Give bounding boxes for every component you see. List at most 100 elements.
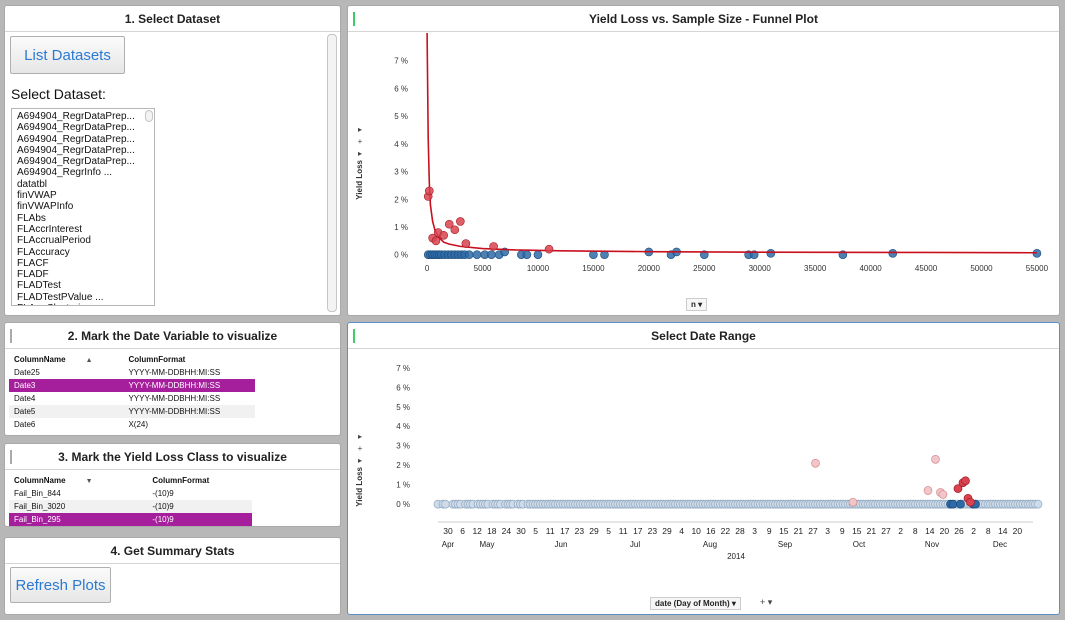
dataset-list-item[interactable]: A694904_RegrInfo ... bbox=[17, 167, 113, 179]
x-tick-label: 2 bbox=[971, 526, 976, 536]
date-range-chart[interactable]: 0 %1 %2 %3 %4 %5 %6 %7 %30 6 12 18 24 30 5 11 17… bbox=[348, 350, 1059, 570]
month-label: Aug bbox=[703, 540, 717, 549]
x-tick-label: 21 bbox=[794, 526, 804, 536]
column-name-cell[interactable]: Date4 bbox=[14, 394, 36, 403]
yield-loss-class-table[interactable]: ColumnName ▼ ColumnFormat Fail_Bin_844 -(1… bbox=[9, 474, 252, 526]
refresh-plots-button[interactable]: Refresh Plots bbox=[10, 567, 111, 603]
column-format-cell[interactable]: -(10)9 bbox=[147, 513, 252, 526]
date-variable-table[interactable]: ColumnName ▲ ColumnFormat Date25 YYYY-MM-D… bbox=[9, 353, 255, 431]
listbox-scroll-thumb[interactable] bbox=[145, 110, 153, 122]
data-point[interactable] bbox=[848, 497, 858, 507]
funnel-chart[interactable]: 0 % 1 % 2 % 3 % 4 % 5 % 6 % 7 % 0 5000 10000 15000 2… bbox=[348, 33, 1059, 283]
column-format-cell[interactable]: X(24) bbox=[128, 420, 148, 429]
table-row[interactable]: Date5 YYYY-MM-DDBHH:MI:SS bbox=[9, 405, 255, 418]
table-row[interactable]: Fail_Bin_3020 -(10)9 bbox=[9, 500, 252, 513]
dataset-list-item[interactable]: finVWAPInfo bbox=[17, 201, 74, 213]
column-format-cell[interactable]: -(10)9 bbox=[147, 500, 252, 513]
data-point[interactable] bbox=[956, 499, 965, 509]
data-point[interactable] bbox=[966, 497, 975, 507]
data-point[interactable] bbox=[461, 239, 471, 248]
x-axis-selector[interactable]: date (Day of Month) ▾ bbox=[650, 597, 741, 610]
data-point[interactable] bbox=[1033, 499, 1043, 509]
x-axis-selector[interactable]: n ▾ bbox=[686, 298, 708, 311]
column-header-name[interactable]: ColumnName ▼ bbox=[14, 476, 93, 485]
axis-tools: ▸ + ▸ Yield Loss bbox=[354, 431, 366, 507]
dataset-list-item[interactable]: FLAccrInterest bbox=[17, 223, 83, 235]
plus-icon[interactable]: + bbox=[357, 137, 363, 146]
column-name-cell[interactable]: Date25 bbox=[14, 368, 40, 377]
data-point[interactable] bbox=[472, 250, 482, 259]
data-point[interactable] bbox=[456, 217, 465, 226]
data-point[interactable] bbox=[931, 455, 940, 464]
data-point[interactable] bbox=[961, 476, 970, 486]
dataset-list-item[interactable]: FLADTest bbox=[17, 280, 61, 292]
data-point[interactable] bbox=[923, 486, 933, 495]
dataset-list-item[interactable]: A694904_RegrDataPrep... bbox=[17, 111, 135, 122]
dataset-list-item[interactable]: FLAccrualPeriod bbox=[17, 235, 91, 247]
column-header-format[interactable]: ColumnFormat bbox=[152, 476, 210, 485]
dataset-list-item[interactable]: FLADF bbox=[17, 269, 49, 281]
expand-icon[interactable]: ▸ bbox=[357, 432, 362, 441]
dataset-list-item[interactable]: FLAggClustering ... bbox=[12, 303, 154, 305]
panel-scrollbar[interactable] bbox=[327, 34, 337, 312]
dataset-list-item[interactable]: FLAbs bbox=[17, 212, 46, 224]
expand-icon[interactable]: ▸ bbox=[357, 149, 362, 158]
data-point[interactable] bbox=[811, 458, 820, 468]
table-row[interactable]: Fail_Bin_844 -(10)9 bbox=[9, 487, 252, 500]
dataset-list-item[interactable]: A694904_RegrDataPrep... bbox=[17, 122, 135, 134]
data-point[interactable] bbox=[953, 484, 963, 493]
data-point[interactable] bbox=[450, 225, 460, 235]
column-name-cell[interactable]: Fail_Bin_844 bbox=[14, 489, 61, 498]
dataset-list-item[interactable]: FLADTestPValue ... bbox=[17, 291, 104, 303]
table-row[interactable]: Date4 YYYY-MM-DDBHH:MI:SS bbox=[9, 392, 255, 405]
column-name-cell[interactable]: Fail_Bin_3020 bbox=[9, 500, 148, 513]
panel-marker bbox=[353, 12, 355, 26]
x-tick-label: 11 bbox=[546, 526, 555, 536]
data-point[interactable] bbox=[425, 186, 434, 196]
data-point[interactable] bbox=[766, 249, 776, 258]
data-point[interactable] bbox=[948, 499, 958, 509]
x-tick-label: 24 bbox=[502, 526, 512, 536]
add-axis-button[interactable]: + ▾ bbox=[760, 597, 773, 607]
data-point[interactable] bbox=[439, 230, 449, 240]
table-row[interactable]: Date3 YYYY-MM-DDBHH:MI:SS bbox=[9, 379, 255, 392]
table-row[interactable]: Date25 YYYY-MM-DDBHH:MI:SS bbox=[9, 366, 255, 379]
dataset-list-item[interactable]: A694904_RegrDataPrep... bbox=[17, 144, 135, 156]
column-format-cell[interactable]: YYYY-MM-DDBHH:MI:SS bbox=[123, 405, 255, 418]
x-tick-label: 14 bbox=[998, 526, 1008, 536]
column-name-cell[interactable]: Date5 bbox=[9, 405, 124, 418]
data-point[interactable] bbox=[444, 219, 454, 229]
dataset-list-item[interactable]: A694904_RegrDataPrep... bbox=[17, 133, 135, 145]
dataset-list-item[interactable]: FLAccuracy bbox=[17, 246, 70, 258]
data-point[interactable] bbox=[489, 242, 498, 251]
column-format-cell[interactable]: -(10)9 bbox=[152, 489, 174, 498]
column-format-cell[interactable]: YYYY-MM-DDBHH:MI:SS bbox=[123, 379, 255, 392]
column-header-name[interactable]: ColumnName ▲ bbox=[14, 355, 93, 364]
column-name-cell[interactable]: Fail_Bin_295 bbox=[9, 513, 148, 526]
column-name-cell[interactable]: Date6 bbox=[14, 420, 36, 429]
data-point[interactable] bbox=[533, 250, 543, 259]
data-point[interactable] bbox=[522, 250, 532, 259]
dataset-list-item[interactable]: finVWAP bbox=[17, 190, 57, 202]
column-format-cell[interactable]: YYYY-MM-DDBHH:MI:SS bbox=[128, 394, 221, 403]
column-name-cell[interactable]: Date3 bbox=[9, 379, 124, 392]
data-point[interactable] bbox=[544, 244, 554, 254]
data-point[interactable] bbox=[938, 490, 948, 499]
expand-icon[interactable]: ▸ bbox=[357, 456, 362, 465]
list-datasets-button[interactable]: List Datasets bbox=[10, 36, 125, 74]
data-point[interactable] bbox=[487, 250, 496, 259]
data-point[interactable] bbox=[888, 249, 898, 258]
data-point[interactable] bbox=[464, 250, 474, 259]
dataset-list-item[interactable]: A694904_RegrDataPrep... bbox=[17, 156, 135, 168]
data-point[interactable] bbox=[441, 499, 450, 509]
plus-icon[interactable]: + bbox=[357, 444, 363, 453]
dataset-list-item[interactable]: datatbl bbox=[17, 178, 48, 190]
table-row[interactable]: Fail_Bin_295 -(10)9 bbox=[9, 513, 252, 526]
expand-icon[interactable]: ▸ bbox=[357, 125, 362, 134]
dataset-list-item[interactable]: FLACF bbox=[17, 257, 49, 269]
dataset-listbox[interactable]: A694904_RegrDataPrep... A694904_RegrDataP… bbox=[11, 108, 155, 306]
column-header-format[interactable]: ColumnFormat bbox=[128, 355, 186, 364]
table-row[interactable]: Date6 X(24) bbox=[9, 418, 255, 431]
data-point[interactable] bbox=[431, 236, 441, 246]
column-format-cell[interactable]: YYYY-MM-DDBHH:MI:SS bbox=[128, 368, 221, 377]
